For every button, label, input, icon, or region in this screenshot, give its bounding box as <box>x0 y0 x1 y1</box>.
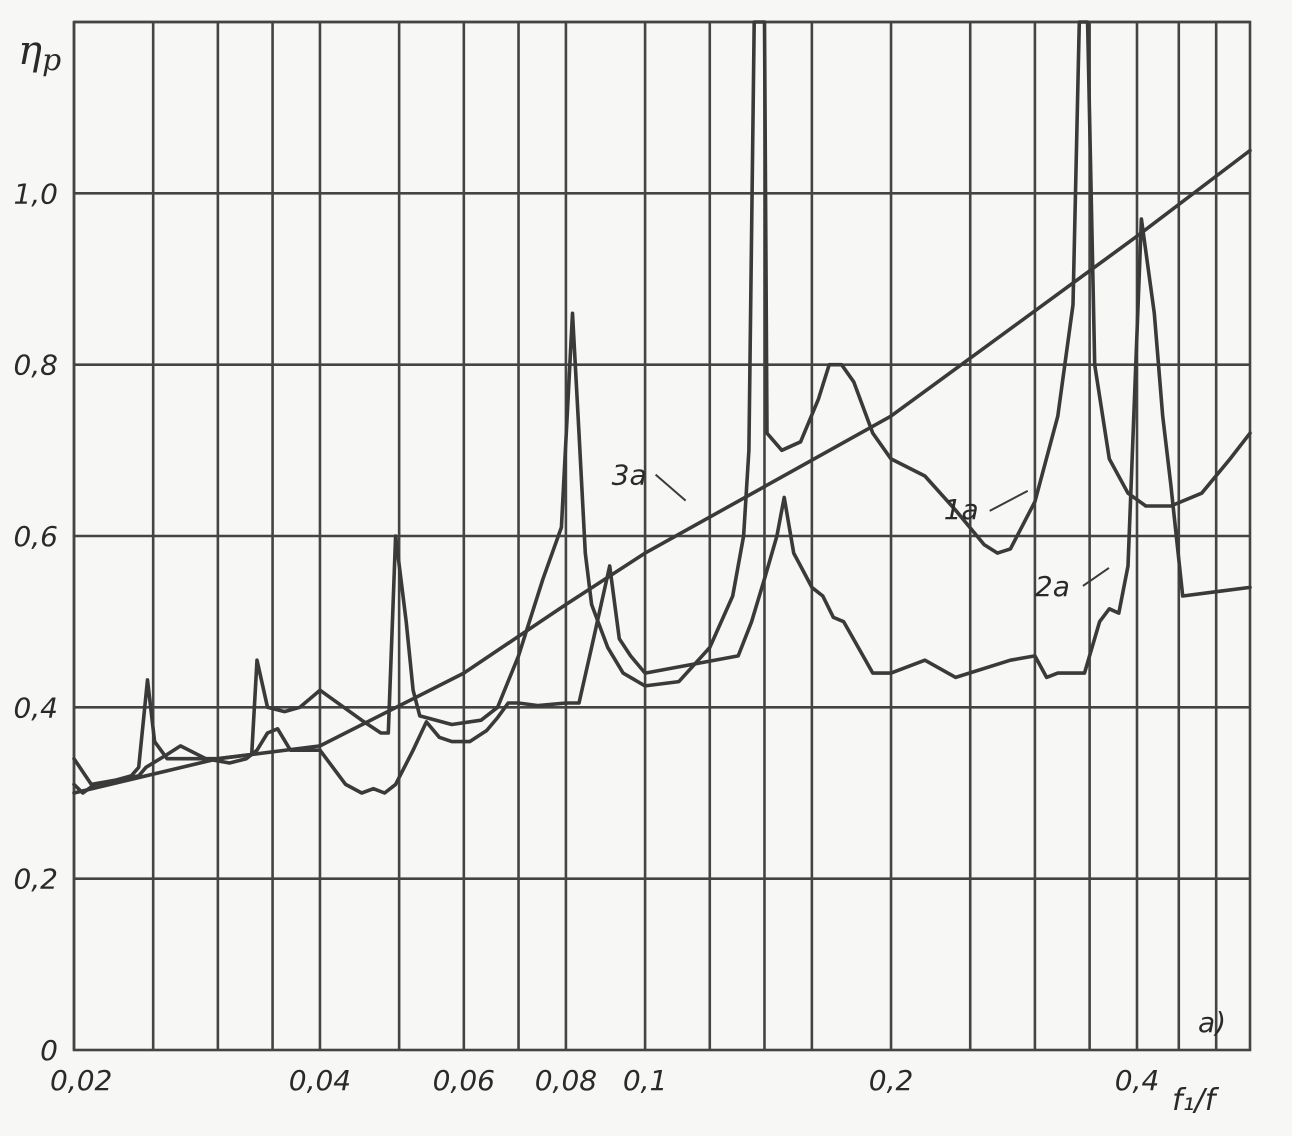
grid <box>72 20 1252 1052</box>
series-label-3a: 3a <box>612 459 647 492</box>
x-tick-label: 0,02 <box>50 1064 112 1097</box>
y-tick-label: 0,2 <box>13 863 58 896</box>
y-tick-label: 1,0 <box>13 177 58 210</box>
y-axis-label: ηp <box>18 28 61 78</box>
label-leader-2a <box>1082 567 1110 587</box>
label-leader-1a <box>989 489 1029 512</box>
y-tick-label: 0 <box>40 1034 58 1067</box>
x-tick-label: 0,04 <box>289 1064 351 1097</box>
y-tick-label: 0,8 <box>13 349 58 382</box>
label-leaders <box>654 473 1110 587</box>
x-tick-label: 0,2 <box>869 1064 914 1097</box>
series-label-1a: 1a <box>944 493 979 526</box>
x-tick-label: 0,1 <box>623 1064 668 1097</box>
y-tick-label: 0,6 <box>13 520 58 553</box>
x-axis-label: f₁/f <box>1172 1083 1220 1118</box>
tick-labels: 0 0,2 0,4 0,6 0,8 1,0 0,02 0,04 0,06 0,08 0,1 0,2 0,… <box>13 177 1159 1097</box>
series-line-3a <box>72 148 1252 795</box>
x-tick-label: 0,08 <box>535 1064 597 1097</box>
series-lines <box>72 20 1252 795</box>
y-tick-label: 0,4 <box>13 691 58 724</box>
series-line-1a <box>72 20 1252 795</box>
x-tick-label: 0,06 <box>433 1064 495 1097</box>
x-tick-label: 0,4 <box>1115 1064 1160 1097</box>
series-label-2a: 2a <box>1035 570 1070 603</box>
series-line-2a <box>72 217 1252 795</box>
panel-label: a) <box>1198 1006 1226 1039</box>
label-leader-3a <box>654 473 687 502</box>
